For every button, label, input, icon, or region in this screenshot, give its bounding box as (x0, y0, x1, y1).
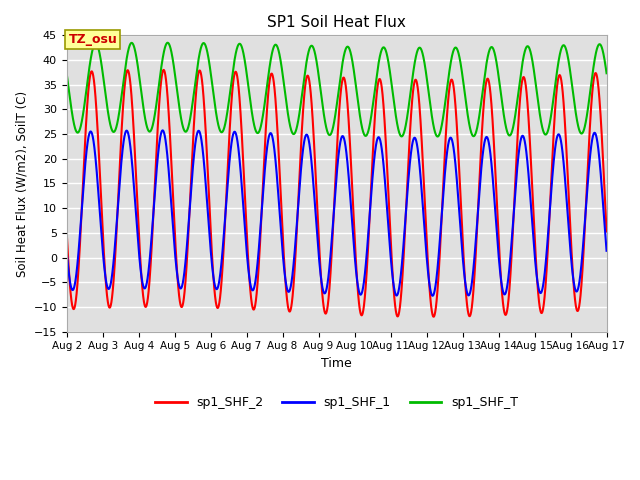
sp1_SHF_T (387, 73, 394, 79)
sp1_SHF_1 (466, 291, 474, 297)
sp1_SHF_T (269, 46, 277, 52)
Line: sp1_SHF_T: sp1_SHF_T (67, 43, 607, 136)
sp1_SHF_T (466, 124, 474, 130)
sp1_SHF_T (414, 47, 422, 52)
sp1_SHF_1 (507, 250, 515, 255)
sp1_SHF_T (603, 71, 611, 76)
sp1_SHF_1 (269, 137, 277, 143)
sp1_SHF_2 (603, 228, 611, 234)
sp1_SHF_1 (603, 248, 611, 253)
sp1_SHF_1 (429, 293, 436, 299)
sp1_SHF_1 (63, 248, 70, 253)
sp1_SHF_2 (466, 313, 474, 319)
sp1_SHF_2 (414, 86, 422, 92)
sp1_SHF_1 (387, 252, 394, 258)
X-axis label: Time: Time (321, 357, 352, 370)
sp1_SHF_1 (159, 128, 166, 133)
sp1_SHF_2 (63, 228, 70, 234)
sp1_SHF_2 (387, 235, 394, 240)
sp1_SHF_T (434, 133, 442, 139)
Line: sp1_SHF_1: sp1_SHF_1 (67, 131, 607, 296)
sp1_SHF_2 (507, 266, 515, 272)
sp1_SHF_2 (429, 314, 437, 320)
sp1_SHF_T (507, 132, 515, 137)
Legend: sp1_SHF_2, sp1_SHF_1, sp1_SHF_T: sp1_SHF_2, sp1_SHF_1, sp1_SHF_T (150, 391, 523, 414)
sp1_SHF_T (63, 71, 70, 76)
sp1_SHF_T (161, 46, 168, 51)
sp1_SHF_T (164, 40, 172, 46)
Text: TZ_osu: TZ_osu (68, 33, 117, 46)
Line: sp1_SHF_2: sp1_SHF_2 (67, 70, 607, 317)
sp1_SHF_1 (414, 147, 422, 153)
sp1_SHF_2 (161, 70, 169, 75)
Y-axis label: Soil Heat Flux (W/m2), SoilT (C): Soil Heat Flux (W/m2), SoilT (C) (15, 90, 28, 276)
sp1_SHF_2 (269, 74, 277, 80)
sp1_SHF_1 (161, 133, 169, 139)
sp1_SHF_2 (160, 67, 168, 73)
Title: SP1 Soil Heat Flux: SP1 Soil Heat Flux (267, 15, 406, 30)
